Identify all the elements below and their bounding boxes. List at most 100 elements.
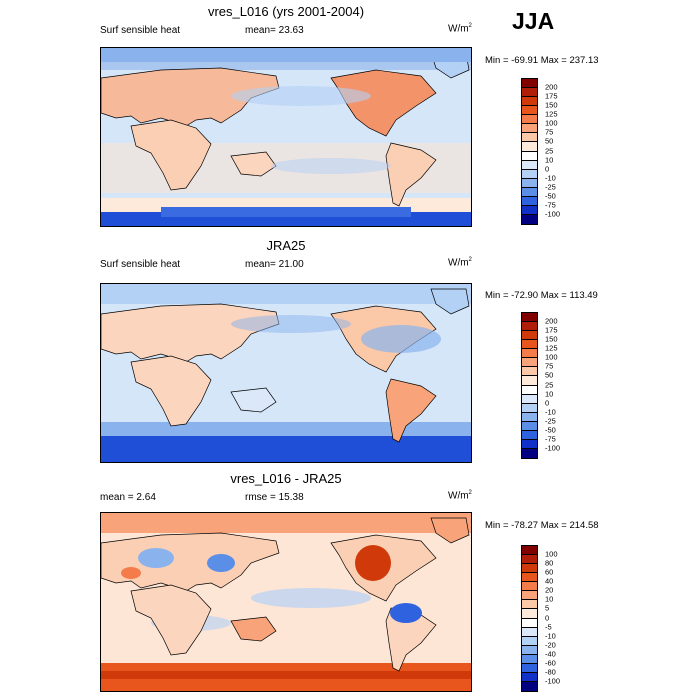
colorbar-swatch <box>522 681 537 691</box>
colorbar-tick-label: 20 <box>545 585 554 595</box>
colorbar-tick-label: 175 <box>545 91 558 101</box>
colorbar-swatch <box>522 448 537 458</box>
colorbar-swatch <box>522 205 537 215</box>
colorbar-tick-label: 0 <box>545 398 550 408</box>
colorbar-swatch <box>522 133 537 143</box>
panel-3-rmse-label: rmse = 15.38 <box>245 492 304 503</box>
panel-2-mean-label: mean= 21.00 <box>245 259 304 270</box>
colorbar-tick-label: 10 <box>545 389 554 399</box>
colorbar-tick-label: 60 <box>545 567 554 577</box>
colorbar-tick-label: -60 <box>545 658 556 668</box>
colorbar-swatch <box>522 106 537 116</box>
colorbar-swatch <box>522 169 537 179</box>
colorbar-swatch <box>522 421 537 431</box>
colorbar-swatch <box>522 322 537 332</box>
colorbar-tick-label: -100 <box>545 676 561 686</box>
colorbar-tick-label: 125 <box>545 109 558 119</box>
colorbar-tick-label: 125 <box>545 343 558 353</box>
colorbar-tick-label: -10 <box>545 631 556 641</box>
colorbar-swatch <box>522 160 537 170</box>
colorbar-swatch <box>522 394 537 404</box>
panel-1-variable-label: Surf sensible heat <box>100 25 181 36</box>
colorbar-swatch <box>522 672 537 682</box>
colorbar-swatch <box>522 331 537 341</box>
panel-2-variable-label: Surf sensible heat <box>100 259 181 270</box>
colorbar-swatch <box>522 663 537 673</box>
colorbar-tick-label: 0 <box>545 613 550 622</box>
panel-1-title: vres_L016 (yrs 2001-2004) <box>207 4 365 19</box>
panel-2-minmax: Min = -72.90 Max = 113.49 <box>485 290 598 301</box>
colorbar-swatch <box>522 609 537 619</box>
colorbar-swatch <box>522 412 537 422</box>
colorbar-swatch <box>522 151 537 161</box>
colorbar-swatch <box>522 403 537 413</box>
colorbar-swatch <box>522 654 537 664</box>
panel-1-colorbar <box>521 78 538 225</box>
colorbar-tick-label: 10 <box>545 594 554 604</box>
colorbar-swatch <box>522 555 537 565</box>
panel-2-unit-label: W/m2 <box>448 257 472 269</box>
colorbar-tick-label: 50 <box>545 370 554 380</box>
colorbar-swatch <box>522 97 537 107</box>
colorbar-swatch <box>522 349 537 359</box>
panel-3-map <box>100 512 472 692</box>
colorbar-tick-label: -75 <box>545 200 556 210</box>
colorbar-swatch <box>522 367 537 377</box>
panel-3-colorbar <box>521 545 538 692</box>
panel-1-unit-label: W/m2 <box>448 23 472 35</box>
colorbar-tick-label: -75 <box>545 434 556 444</box>
colorbar-tick-label: -100 <box>545 443 561 453</box>
panel-2-map <box>100 283 472 463</box>
panel-1-mean-label: mean= 23.63 <box>245 25 304 36</box>
colorbar-swatch <box>522 196 537 206</box>
colorbar-swatch <box>522 313 537 323</box>
colorbar-swatch <box>522 564 537 574</box>
colorbar-swatch <box>522 385 537 395</box>
colorbar-tick-label: -5 <box>545 622 552 632</box>
colorbar-tick-label: -25 <box>545 182 556 192</box>
colorbar-tick-label: -25 <box>545 416 556 426</box>
colorbar-swatch <box>522 439 537 449</box>
colorbar-tick-label: 25 <box>545 380 554 389</box>
colorbar-swatch <box>522 79 537 89</box>
colorbar-tick-label: 100 <box>545 549 558 559</box>
colorbar-tick-label: -10 <box>545 173 556 183</box>
colorbar-swatch <box>522 178 537 188</box>
panel-3-title: vres_L016 - JRA25 <box>230 471 342 486</box>
colorbar-tick-label: 75 <box>545 361 554 371</box>
panel-1-map <box>100 47 472 227</box>
colorbar-tick-label: 100 <box>545 352 558 362</box>
colorbar-tick-label: 150 <box>545 334 558 344</box>
colorbar-tick-label: 80 <box>545 558 554 568</box>
colorbar-swatch <box>522 591 537 601</box>
colorbar-swatch <box>522 376 537 386</box>
colorbar-tick-label: 200 <box>545 82 558 92</box>
colorbar-tick-label: 5 <box>545 603 550 613</box>
colorbar-tick-label: 50 <box>545 136 554 146</box>
colorbar-swatch <box>522 636 537 646</box>
colorbar-tick-label: 175 <box>545 325 558 335</box>
colorbar-swatch <box>522 573 537 583</box>
colorbar-tick-label: 25 <box>545 146 554 155</box>
colorbar-tick-label: -50 <box>545 191 556 201</box>
colorbar-swatch <box>522 214 537 224</box>
colorbar-swatch <box>522 546 537 556</box>
colorbar-tick-label: 10 <box>545 155 554 165</box>
colorbar-swatch <box>522 115 537 125</box>
colorbar-tick-label: -10 <box>545 407 556 417</box>
colorbar-swatch <box>522 187 537 197</box>
colorbar-tick-label: -20 <box>545 640 556 650</box>
colorbar-swatch <box>522 358 537 368</box>
colorbar-swatch <box>522 645 537 655</box>
panel-1-minmax: Min = -69.91 Max = 237.13 <box>485 55 599 66</box>
panel-2-colorbar <box>521 312 538 459</box>
colorbar-swatch <box>522 124 537 134</box>
colorbar-tick-label: -100 <box>545 209 561 219</box>
colorbar-tick-label: 40 <box>545 576 554 586</box>
season-label: JJA <box>512 8 555 34</box>
colorbar-swatch <box>522 582 537 592</box>
colorbar-swatch <box>522 618 537 628</box>
colorbar-swatch <box>522 627 537 637</box>
colorbar-tick-label: 0 <box>545 164 550 174</box>
colorbar-tick-label: 200 <box>545 316 558 326</box>
